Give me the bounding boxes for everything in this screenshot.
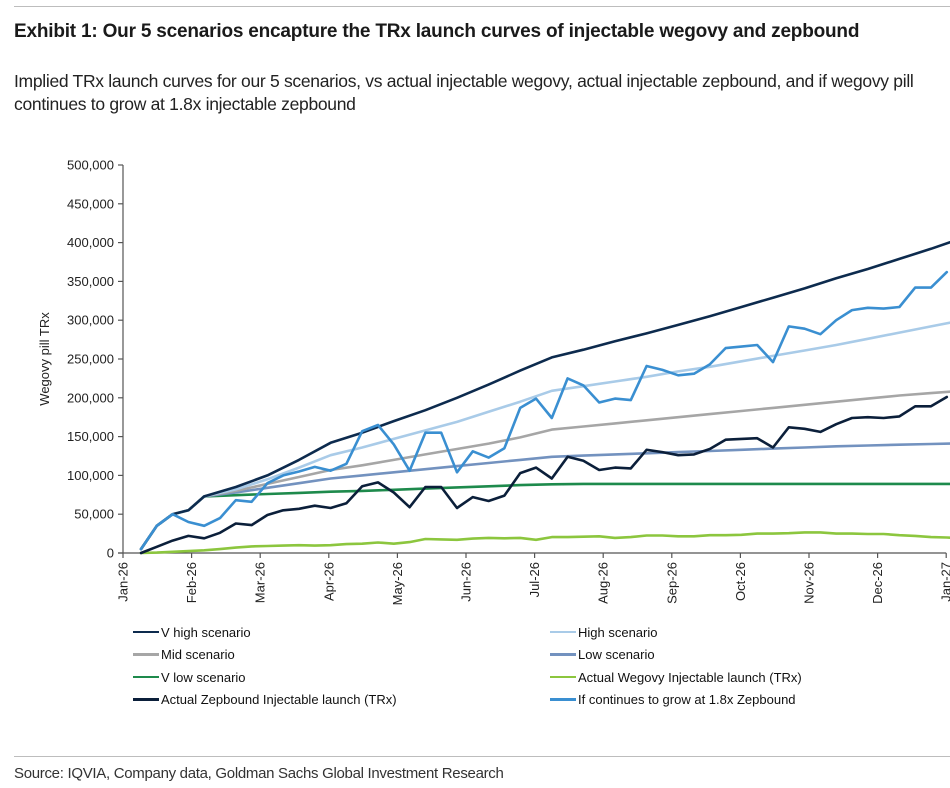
- legend-swatch: [550, 630, 576, 634]
- legend-swatch: [133, 630, 159, 634]
- y-tick-label: 200,000: [67, 390, 114, 405]
- y-axis: 0 50,000 100,000 150,000 200,000 250,000 300,0…: [67, 158, 124, 561]
- y-tick-label: 0: [107, 546, 114, 561]
- source-note: Source: IQVIA, Company data, Goldman Sac…: [14, 765, 504, 782]
- series-line-high-scenario: [139, 321, 950, 551]
- series-line-actual-zepbound-injectable-launch-trx: [139, 395, 949, 555]
- series-layer: [139, 240, 950, 555]
- y-tick-label: 350,000: [67, 274, 114, 289]
- series-line-v-low-scenario: [139, 482, 950, 551]
- legend-item: V low scenario: [133, 668, 246, 686]
- exhibit-subtitle: Implied TRx launch curves for our 5 scen…: [14, 71, 914, 114]
- y-tick-label: 400,000: [67, 235, 114, 250]
- chart-legend: V high scenario High scenario Mid scenario…: [0, 620, 950, 725]
- legend-item: Mid scenario: [133, 646, 235, 664]
- line-chart: 0 50,000 100,000 150,000 200,000 250,000 300,0…: [37, 158, 950, 605]
- x-axis: Jan-26 Feb-26 Mar-26 Apr-26 May-26 Jun-26 Jul-…: [116, 552, 950, 605]
- legend-label: V high scenario: [161, 624, 251, 640]
- x-tick-label: Nov-26: [802, 562, 817, 604]
- series-line-v-high-scenario: [139, 240, 950, 551]
- legend-swatch: [550, 698, 576, 701]
- x-tick-label: Jun-26: [459, 562, 474, 602]
- legend-item: Actual Zepbound Injectable launch (TRx): [133, 691, 397, 709]
- y-tick-label: 300,000: [67, 313, 114, 328]
- y-tick-label: 100,000: [67, 468, 114, 483]
- legend-label: High scenario: [578, 624, 658, 640]
- bottom-rule: [14, 756, 950, 757]
- series-line-mid-scenario: [139, 390, 950, 551]
- legend-swatch: [133, 675, 159, 679]
- x-tick-label: Mar-26: [253, 562, 268, 603]
- legend-swatch: [133, 698, 159, 701]
- legend-item: Low scenario: [550, 646, 655, 664]
- y-tick-label: 150,000: [67, 429, 114, 444]
- y-tick-label: 500,000: [67, 158, 114, 173]
- legend-label: Low scenario: [578, 647, 655, 662]
- legend-item: High scenario: [550, 623, 658, 641]
- x-tick-label: Jan-26: [116, 562, 131, 602]
- legend-label: Mid scenario: [161, 647, 235, 662]
- x-tick-label: Dec-26: [870, 562, 885, 604]
- y-axis-title: Wegovy pill TRx: [37, 312, 52, 406]
- legend-item: Actual Wegovy Injectable launch (TRx): [550, 668, 802, 686]
- x-tick-label: Sep-26: [664, 562, 679, 604]
- x-tick-label: Jul-26: [527, 562, 542, 597]
- legend-item: V high scenario: [133, 623, 251, 641]
- legend-label: If continues to grow at 1.8x Zepbound: [578, 692, 796, 707]
- x-tick-label: Aug-26: [596, 562, 611, 604]
- legend-swatch: [550, 653, 576, 656]
- exhibit-title: Exhibit 1: Our 5 scenarios encapture the…: [14, 21, 860, 42]
- y-tick-label: 50,000: [74, 507, 114, 522]
- y-tick-label: 450,000: [67, 196, 114, 211]
- legend-label: V low scenario: [161, 669, 246, 685]
- legend-swatch: [133, 653, 159, 656]
- legend-label: Actual Wegovy Injectable launch (TRx): [578, 669, 802, 685]
- x-tick-label: Feb-26: [184, 562, 199, 603]
- series-line-low-scenario: [139, 442, 950, 551]
- legend-item: If continues to grow at 1.8x Zepbound: [550, 691, 796, 709]
- x-tick-label: Apr-26: [321, 562, 336, 601]
- x-tick-label: Jan-27: [939, 562, 950, 602]
- top-rule: [14, 6, 950, 7]
- legend-swatch: [550, 675, 576, 679]
- x-tick-label: Oct-26: [733, 562, 748, 601]
- series-line-if-continues-to-grow-at-1-8x-zepbound: [139, 270, 949, 551]
- legend-label: Actual Zepbound Injectable launch (TRx): [161, 692, 397, 707]
- series-line-actual-wegovy-injectable-launch-trx: [139, 531, 950, 555]
- x-tick-label: May-26: [390, 562, 405, 605]
- y-tick-label: 250,000: [67, 352, 114, 367]
